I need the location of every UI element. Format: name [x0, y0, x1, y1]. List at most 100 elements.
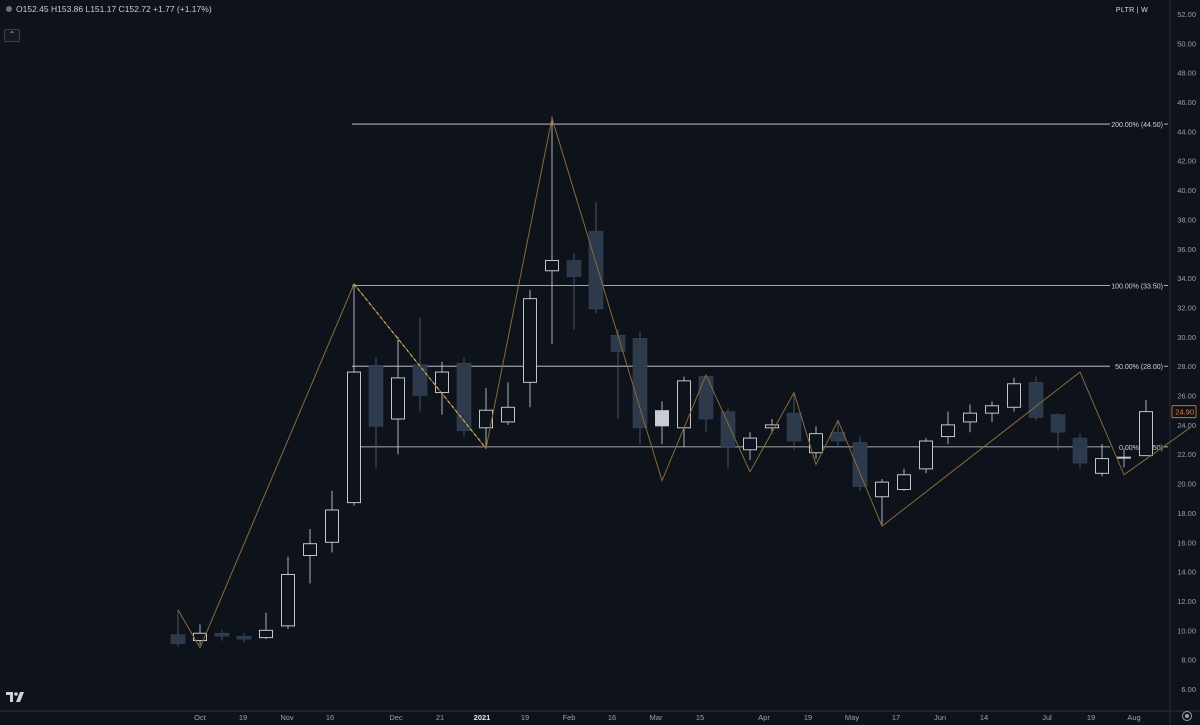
- candle[interactable]: [259, 612, 273, 640]
- candle[interactable]: [610, 329, 626, 419]
- candle[interactable]: [456, 357, 472, 437]
- x-tick-label: Apr: [758, 713, 770, 722]
- candle[interactable]: [1117, 448, 1131, 468]
- candle[interactable]: [985, 401, 999, 422]
- candle-body-up: [545, 260, 559, 272]
- candle[interactable]: [347, 285, 361, 506]
- x-tick-label: 14: [980, 713, 988, 722]
- y-tick-label: 10.00: [1177, 626, 1196, 635]
- candle[interactable]: [830, 421, 846, 446]
- candle-body-up: [941, 424, 955, 438]
- y-tick-label: 46.00: [1177, 98, 1196, 107]
- candle[interactable]: [368, 357, 384, 468]
- candle[interactable]: [698, 374, 714, 433]
- candle-body-down: [214, 632, 230, 637]
- candle-body-down: [456, 362, 472, 432]
- candle-body-down: [1050, 414, 1066, 433]
- candle-body-up: [897, 474, 911, 490]
- ohlc-readout: O152.45 H153.86 L151.17 C152.72 +1.77 (+…: [6, 4, 212, 14]
- y-tick-label: 24.00: [1177, 421, 1196, 430]
- candle[interactable]: [281, 556, 295, 629]
- candle[interactable]: [412, 317, 428, 412]
- candle[interactable]: [435, 361, 449, 415]
- y-tick-label: 16.00: [1177, 538, 1196, 547]
- y-tick-label: 18.00: [1177, 509, 1196, 518]
- x-tick-label: 17: [892, 713, 900, 722]
- last-price-label: 24.90: [1175, 408, 1194, 417]
- candle[interactable]: [852, 436, 868, 491]
- candle[interactable]: [897, 468, 911, 491]
- y-tick-label: 34.00: [1177, 274, 1196, 283]
- y-tick-label: 26.00: [1177, 392, 1196, 401]
- candle[interactable]: [786, 392, 802, 450]
- candle-body-up: [435, 371, 449, 394]
- candle[interactable]: [523, 289, 537, 408]
- candle[interactable]: [501, 382, 515, 425]
- candle[interactable]: [479, 388, 493, 447]
- ohlc-values: O152.45 H153.86 L151.17 C152.72 +1.77 (+…: [16, 4, 212, 14]
- y-tick-label: 32.00: [1177, 303, 1196, 312]
- candle[interactable]: [919, 438, 933, 474]
- y-tick-label: 8.00: [1181, 656, 1196, 665]
- candle[interactable]: [1072, 433, 1088, 469]
- candle[interactable]: [632, 332, 648, 444]
- candle-body-up: [919, 440, 933, 470]
- candle[interactable]: [391, 336, 405, 455]
- last-price-badge: [1171, 405, 1197, 419]
- candle-body-up: [1139, 411, 1153, 457]
- candle[interactable]: [941, 411, 955, 444]
- candle[interactable]: [1139, 399, 1153, 457]
- candle[interactable]: [1007, 377, 1021, 412]
- collapse-toggle-button[interactable]: ⌃: [4, 29, 20, 42]
- candle[interactable]: [1028, 376, 1044, 421]
- candle[interactable]: [325, 490, 339, 553]
- candle-body-down: [1028, 382, 1044, 418]
- candle[interactable]: [875, 479, 889, 525]
- y-tick-label: 48.00: [1177, 69, 1196, 78]
- x-tick-label: 15: [696, 713, 704, 722]
- candle[interactable]: [303, 529, 317, 584]
- candle-body-up: [501, 406, 515, 423]
- candle-body-up: [1007, 383, 1021, 408]
- candle-body-up: [303, 543, 317, 556]
- x-tick-label: 19: [1087, 713, 1095, 722]
- candle-body-up: [963, 412, 977, 423]
- candle-body-down: [368, 365, 384, 427]
- candle-body-up: [985, 405, 999, 414]
- candle-body-up: [259, 629, 273, 639]
- candle-body-down: [786, 412, 802, 442]
- candle-body-down: [720, 411, 736, 448]
- candle-body-up: [743, 437, 757, 451]
- candle[interactable]: [677, 376, 691, 447]
- candle[interactable]: [1095, 443, 1109, 477]
- candle[interactable]: [193, 624, 207, 645]
- settings-gear-icon[interactable]: [1182, 711, 1192, 721]
- candle[interactable]: [588, 201, 604, 314]
- candle[interactable]: [170, 609, 186, 647]
- x-tick-label: 19: [521, 713, 529, 722]
- candle-body-down: [1072, 437, 1088, 464]
- x-tick-label: Nov: [280, 713, 294, 722]
- candle-body-up: [325, 509, 339, 543]
- candle[interactable]: [566, 253, 582, 330]
- x-tick-label: May: [845, 713, 859, 722]
- candle[interactable]: [236, 633, 252, 643]
- x-tick-label: Jun: [934, 713, 946, 722]
- candle[interactable]: [655, 401, 669, 444]
- candle[interactable]: [963, 404, 977, 433]
- fib-level-label: 50.00% (28.00): [1115, 364, 1163, 371]
- candle[interactable]: [545, 116, 559, 345]
- candle-body-up: [347, 371, 361, 504]
- y-tick-label: 42.00: [1177, 157, 1196, 166]
- candle-body-highlight: [655, 410, 669, 427]
- y-tick-label: 52.00: [1177, 10, 1196, 19]
- candle[interactable]: [720, 408, 736, 468]
- x-tick-label: Mar: [650, 713, 663, 722]
- x-tick-label: 16: [608, 713, 616, 722]
- candle[interactable]: [1050, 413, 1066, 450]
- candle[interactable]: [809, 426, 823, 459]
- candle[interactable]: [743, 432, 757, 461]
- candle-body-up: [391, 377, 405, 420]
- candle[interactable]: [214, 630, 230, 641]
